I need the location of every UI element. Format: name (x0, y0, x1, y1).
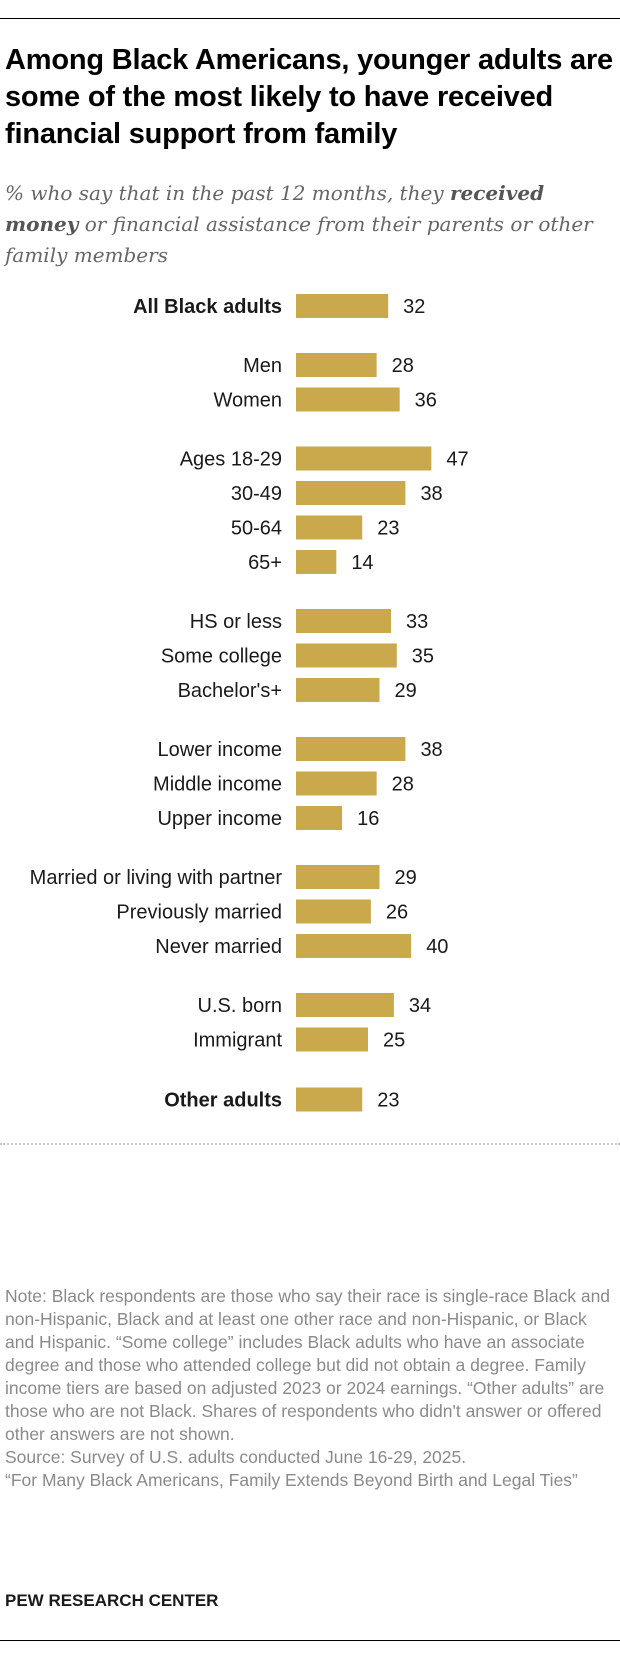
subtitle-suffix: or financial assistance from their paren… (5, 212, 593, 267)
bar-married-or-living-with-partner (296, 865, 380, 889)
bar-hs-or-less (296, 609, 392, 633)
bar-label-bachelor-s: Bachelor's+ (178, 680, 282, 702)
bar-label-immigrant: Immigrant (193, 1030, 282, 1052)
bar-label-some-college: Some college (161, 646, 282, 668)
bar-value-previously-married: 26 (386, 902, 408, 924)
bar-value-hs-or-less: 33 (406, 611, 428, 633)
bar-label-men: Men (243, 355, 282, 377)
bar-other-adults (296, 1087, 363, 1112)
bar-label-65: 65+ (248, 552, 282, 574)
bar-value-lower-income: 38 (420, 739, 442, 761)
bar-never-married (296, 934, 412, 958)
bar-value-bachelor-s: 29 (395, 680, 417, 702)
bar-label-lower-income: Lower income (157, 739, 282, 761)
bar-value-50-64: 23 (377, 518, 399, 540)
bar-label-middle-income: Middle income (153, 774, 282, 796)
subtitle-prefix: % who say that in the past 12 months, th… (5, 181, 450, 205)
bar-label-30-49: 30-49 (231, 483, 282, 505)
top-rule (0, 18, 620, 19)
bar-u-s-born (296, 993, 394, 1017)
bar-value-men: 28 (392, 355, 414, 377)
chart-title: Among Black Americans, younger adults ar… (5, 44, 613, 150)
bar-value-never-married: 40 (426, 936, 448, 958)
bar-women (296, 387, 400, 412)
bar-immigrant (296, 1027, 368, 1052)
bar-value-upper-income: 16 (357, 808, 379, 830)
bar-value-ages-18-29: 47 (446, 449, 468, 471)
bar-chart: All Black adults 32 Men 28 Women 36 Ages 18-29… (30, 294, 469, 1112)
bar-middle-income (296, 771, 377, 796)
bar-men (296, 353, 377, 377)
bar-ages-18-29 (296, 446, 432, 471)
bar-label-ages-18-29: Ages 18-29 (180, 449, 282, 471)
bar-label-married-or-living-with-partner: Married or living with partner (30, 867, 283, 889)
bottom-rule (0, 1640, 620, 1641)
bar-65 (296, 550, 337, 574)
brand-name: PEW RESEARCH CENTER (5, 1591, 219, 1610)
bar-label-hs-or-less: HS or less (190, 611, 282, 633)
bar-label-u-s-born: U.S. born (198, 995, 282, 1017)
bar-label-previously-married: Previously married (116, 902, 282, 924)
chart-subtitle: % who say that in the past 12 months, th… (5, 178, 615, 271)
bar-value-u-s-born: 34 (409, 995, 431, 1017)
bar-value-all-black-adults: 32 (403, 296, 425, 318)
bar-value-middle-income: 28 (392, 774, 414, 796)
bar-some-college (296, 643, 397, 668)
source-text: Source: Survey of U.S. adults conducted … (5, 1447, 467, 1467)
bar-all-black-adults (296, 294, 389, 318)
bar-value-some-college: 35 (412, 646, 434, 668)
footnotes: Note: Black respondents are those who sa… (5, 1285, 615, 1492)
bar-upper-income (296, 806, 343, 830)
report-title: “For Many Black Americans, Family Extend… (5, 1470, 578, 1490)
bar-label-other-adults: Other adults (164, 1090, 282, 1112)
bar-50-64 (296, 515, 363, 540)
bar-value-married-or-living-with-partner: 29 (395, 867, 417, 889)
bar-value-women: 36 (415, 390, 437, 412)
bar-lower-income (296, 737, 406, 761)
bar-value-65: 14 (351, 552, 373, 574)
bar-value-other-adults: 23 (377, 1090, 399, 1112)
bar-bachelor-s (296, 678, 380, 702)
bar-label-all-black-adults: All Black adults (133, 296, 282, 318)
bar-previously-married (296, 899, 371, 924)
bar-30-49 (296, 481, 406, 505)
bar-value-30-49: 38 (420, 483, 442, 505)
bar-label-50-64: 50-64 (231, 518, 282, 540)
group-divider (0, 1143, 620, 1145)
note-text: Note: Black respondents are those who sa… (5, 1286, 611, 1444)
bar-label-upper-income: Upper income (157, 808, 282, 830)
subtitle-emphasis: received money (5, 181, 545, 236)
bar-value-immigrant: 25 (383, 1030, 405, 1052)
bar-label-women: Women (213, 390, 282, 412)
bar-label-never-married: Never married (155, 936, 282, 958)
